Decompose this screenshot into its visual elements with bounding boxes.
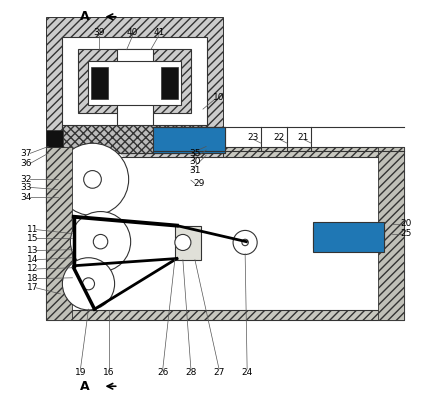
Bar	[89, 61, 181, 105]
Text: A: A	[80, 10, 89, 23]
Bar	[161, 67, 178, 99]
Text: 31: 31	[189, 166, 201, 174]
Circle shape	[54, 141, 131, 218]
Bar	[206, 131, 223, 147]
Circle shape	[242, 239, 249, 246]
Text: 10: 10	[213, 93, 225, 102]
Text: 20: 20	[400, 219, 412, 228]
Bar	[46, 17, 223, 153]
Text: 36: 36	[21, 159, 32, 168]
Circle shape	[56, 143, 129, 216]
Circle shape	[84, 170, 101, 188]
Bar	[378, 147, 404, 320]
Text: 19: 19	[75, 368, 86, 377]
Text: 13: 13	[27, 246, 38, 255]
Text: 18: 18	[27, 274, 38, 283]
Circle shape	[93, 235, 108, 249]
Text: 41: 41	[153, 28, 164, 37]
Bar	[62, 125, 207, 153]
Bar	[153, 127, 225, 153]
Text: 16: 16	[103, 368, 114, 377]
Circle shape	[175, 235, 191, 251]
Text: 37: 37	[21, 149, 32, 158]
Bar	[78, 49, 191, 113]
Bar	[60, 157, 390, 310]
Text: 29: 29	[193, 179, 205, 188]
Bar	[46, 147, 72, 320]
Text: 11: 11	[27, 225, 38, 234]
Circle shape	[62, 258, 115, 310]
Text: 25: 25	[400, 229, 412, 238]
Bar	[46, 147, 404, 320]
Text: 39: 39	[93, 28, 104, 37]
Text: 32: 32	[21, 175, 32, 184]
Bar	[46, 131, 63, 147]
Text: 40: 40	[127, 28, 138, 37]
Circle shape	[71, 212, 131, 272]
Bar	[313, 222, 384, 252]
Bar	[91, 67, 108, 99]
Text: 30: 30	[189, 157, 201, 166]
Circle shape	[233, 231, 257, 255]
Text: 22: 22	[273, 133, 285, 142]
Bar	[62, 37, 207, 137]
Bar	[117, 49, 153, 153]
Text: 24: 24	[242, 368, 253, 377]
Text: 23: 23	[248, 133, 259, 142]
Text: 35: 35	[189, 149, 201, 158]
Text: 28: 28	[185, 368, 197, 377]
Bar	[313, 227, 384, 248]
Bar	[153, 127, 225, 153]
Text: 26: 26	[157, 368, 169, 377]
Text: 34: 34	[21, 193, 32, 202]
Text: 14: 14	[27, 255, 38, 264]
Text: 12: 12	[27, 264, 38, 274]
Text: 21: 21	[298, 133, 309, 142]
Text: A: A	[80, 380, 89, 393]
Text: 27: 27	[213, 368, 225, 377]
Bar	[175, 226, 201, 260]
Text: 33: 33	[21, 183, 32, 192]
Bar	[46, 151, 223, 204]
Text: 17: 17	[27, 283, 38, 292]
Circle shape	[83, 278, 95, 290]
Text: 15: 15	[27, 234, 38, 243]
